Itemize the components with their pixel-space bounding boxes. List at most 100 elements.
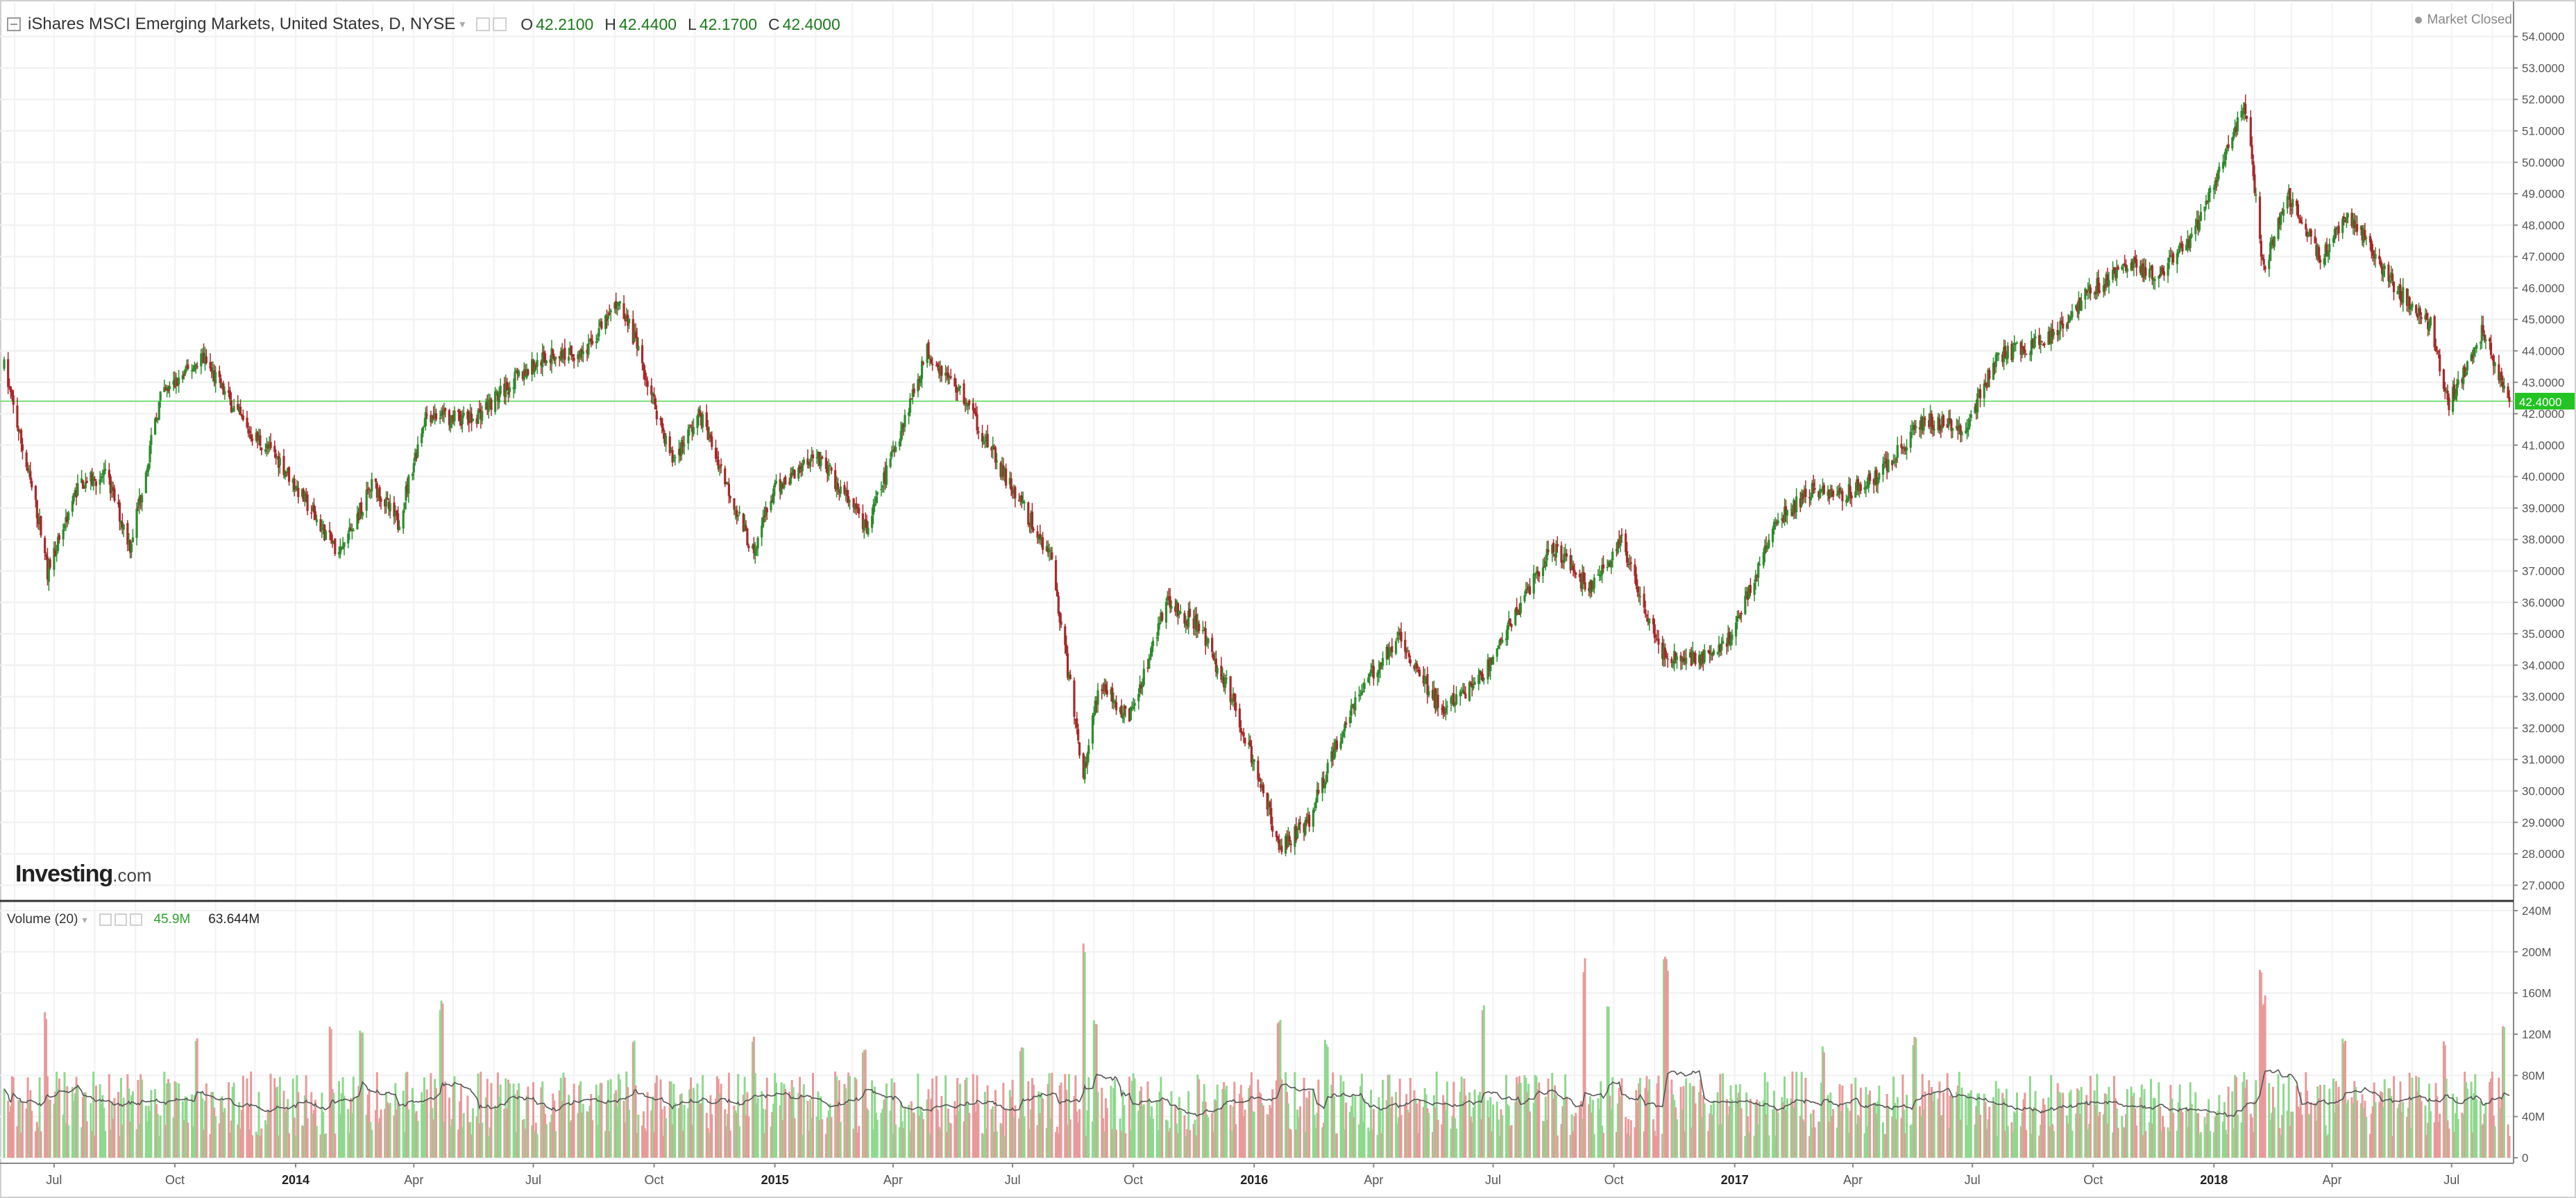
volume-bar <box>144 1105 147 1158</box>
collapse-icon[interactable] <box>7 17 21 31</box>
volume-bar <box>1817 1121 1820 1158</box>
candle-body <box>2176 253 2178 264</box>
volume-bar <box>397 1102 400 1158</box>
volume-bar <box>1060 1082 1062 1158</box>
volume-bar <box>2409 1127 2412 1158</box>
candle-body <box>540 362 543 366</box>
volume-bar <box>636 1133 638 1158</box>
candle-body <box>1525 589 1527 594</box>
candle-body <box>1174 606 1177 612</box>
settings-icon[interactable] <box>99 913 112 926</box>
candle-body <box>2062 323 2065 329</box>
candle-body <box>343 542 346 547</box>
volume-bar <box>605 1103 608 1158</box>
candle-body <box>2343 217 2346 219</box>
volume-bar <box>331 1088 334 1158</box>
candle-body <box>671 450 674 463</box>
volume-bar <box>727 1072 730 1158</box>
candle-body <box>2273 236 2276 248</box>
candle-body <box>374 478 378 482</box>
y-tick-label: 48.0000 <box>2522 219 2564 232</box>
candle-body <box>646 380 649 387</box>
candle-body <box>398 526 401 530</box>
volume-bar <box>642 1111 645 1158</box>
candle-body <box>322 524 325 526</box>
volume-bar <box>1382 1079 1384 1158</box>
volume-bar <box>516 1090 519 1158</box>
volume-bar <box>1505 1074 1507 1158</box>
candle-body <box>255 432 257 441</box>
volume-bar <box>1105 1108 1108 1158</box>
volume-bar <box>2439 1113 2441 1158</box>
candle-body <box>1985 385 1988 389</box>
chevron-down-icon[interactable]: ▾ <box>459 19 466 31</box>
candle-body <box>168 386 171 389</box>
volume-bar <box>94 1136 96 1158</box>
candle-body <box>815 457 818 459</box>
candle-body <box>2300 222 2303 223</box>
volume-bar <box>1684 1131 1686 1158</box>
candle-body <box>449 423 452 428</box>
volume-bar <box>2433 1122 2436 1158</box>
candle-body <box>1416 663 1418 669</box>
close-icon[interactable] <box>130 913 143 926</box>
volume-bar <box>461 1127 464 1158</box>
candle-body <box>1040 537 1043 541</box>
volume-bar <box>1479 1091 1482 1158</box>
candle-body <box>1666 658 1669 660</box>
candle-body <box>2243 102 2246 115</box>
volume-bar <box>1372 1108 1375 1158</box>
candle-body <box>1248 740 1252 746</box>
volume-bar <box>1688 1083 1691 1158</box>
volume-bar <box>827 1111 830 1158</box>
chevron-down-icon[interactable]: ▾ <box>82 913 87 925</box>
volume-bar <box>2378 1102 2381 1158</box>
volume-bar <box>2344 1040 2346 1158</box>
volume-bar <box>558 1090 561 1158</box>
candle-body <box>1471 684 1473 688</box>
volume-bar <box>172 1117 175 1158</box>
candle-body <box>2134 256 2137 261</box>
candle-body <box>357 512 360 520</box>
volume-bar <box>2289 1126 2291 1158</box>
volume-bar <box>146 1121 149 1158</box>
volume-bar <box>422 1104 425 1158</box>
candle-body <box>1647 618 1650 622</box>
candle-body <box>687 429 690 444</box>
volume-bar <box>1775 1108 1778 1158</box>
candle-body <box>129 539 132 553</box>
candle-body <box>683 445 686 446</box>
candle-body <box>1083 762 1086 779</box>
volume-bar <box>1482 1005 1485 1158</box>
volume-bar <box>1294 1072 1296 1158</box>
visibility-icon[interactable] <box>115 913 128 926</box>
volume-bar <box>349 1098 352 1158</box>
volume-bar <box>2177 1102 2180 1158</box>
candle-body <box>178 378 180 385</box>
visibility-icon[interactable] <box>493 17 507 31</box>
volume-bar <box>2380 1091 2382 1158</box>
volume-bar <box>2325 1136 2328 1158</box>
candle-body <box>1427 691 1430 695</box>
x-tick-label: Oct <box>1604 1173 1624 1187</box>
y-tick-label: 36.0000 <box>2522 596 2564 609</box>
candle-body <box>187 364 189 369</box>
settings-icon[interactable] <box>476 17 491 31</box>
candle-body <box>494 391 497 412</box>
volume-bar <box>1074 1075 1077 1158</box>
candle-body <box>590 338 593 341</box>
volume-bar <box>2144 1131 2147 1158</box>
volume-bar <box>650 1110 653 1158</box>
candle-body <box>881 486 884 488</box>
volume-bar <box>983 1091 986 1158</box>
candle-body <box>699 410 702 416</box>
candle-body <box>1278 839 1280 850</box>
volume-bar <box>1214 1101 1217 1158</box>
volume-bar <box>1996 1136 1999 1158</box>
candle-body <box>1949 418 1951 420</box>
volume-bar <box>2502 1026 2505 1158</box>
volume-bar <box>310 1092 313 1158</box>
candle-body <box>1875 469 1878 485</box>
candle-body <box>2085 290 2088 294</box>
